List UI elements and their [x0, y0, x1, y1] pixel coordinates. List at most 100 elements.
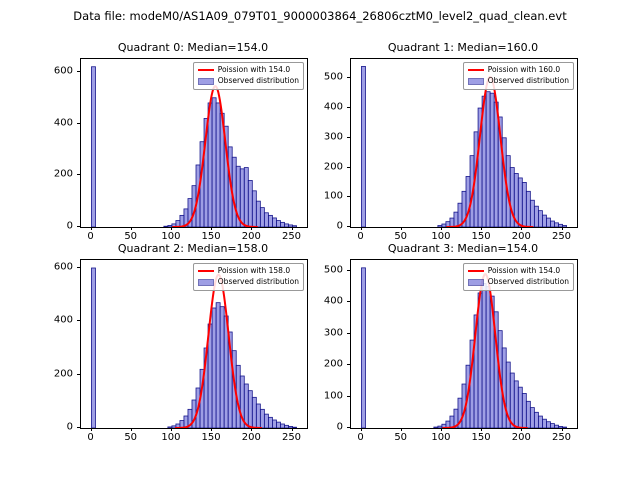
x-tick-mark [90, 428, 92, 431]
y-tick-label: 500 [323, 71, 343, 83]
legend-entry-poisson: Poission with 154.0 [197, 65, 299, 76]
x-tick-mark [521, 227, 523, 230]
x-tick-mark [561, 227, 563, 230]
observed-patch-swatch [467, 77, 484, 85]
subplot-quadrant-0: Quadrant 0: Median=154.0 Poission with 1… [54, 41, 308, 242]
histogram-bar [562, 426, 567, 428]
histogram-bar [533, 411, 539, 428]
histogram-bar [525, 400, 531, 428]
y-tick-label: 300 [323, 327, 343, 339]
y-tick-mark [77, 174, 80, 176]
x-tick-label: 200 [241, 432, 261, 443]
histogram-bar [292, 225, 297, 227]
subplot-title-quadrant-0: Quadrant 0: Median=154.0 [117, 41, 269, 54]
x-tick-mark [291, 227, 293, 230]
histogram-bar [215, 302, 221, 428]
poisson-line-swatch [197, 69, 214, 72]
x-tick-mark [251, 227, 253, 230]
y-tick-mark [347, 395, 350, 397]
y-tick-label: 300 [323, 131, 343, 143]
poisson-line-swatch [467, 69, 484, 72]
histogram-bar [489, 92, 495, 227]
histogram-bar [219, 306, 225, 428]
x-tick-label: 150 [201, 231, 221, 242]
x-tick-mark [440, 428, 442, 431]
y-tick-label: 0 [66, 421, 73, 433]
histogram-bar [542, 214, 547, 227]
histogram-bar [211, 307, 217, 428]
y-tick-label: 400 [323, 295, 343, 307]
histogram-bar [239, 168, 245, 227]
legend-quadrant-2: Poission with 158.0 Observed distributio… [192, 263, 304, 291]
y-tick-mark [347, 196, 350, 198]
histogram-svg-quadrant-3 [361, 267, 567, 428]
histogram-bar [453, 211, 459, 227]
y-tick-label: 200 [53, 168, 73, 180]
histogram-bar [284, 223, 289, 227]
x-tick-label: 200 [511, 231, 531, 242]
y-tick-mark [347, 364, 350, 366]
x-tick-label: 150 [201, 432, 221, 443]
poisson-line-swatch [197, 270, 214, 273]
legend-label-poisson: Poission with 160.0 [487, 65, 561, 74]
y-tick-mark [347, 107, 350, 109]
histogram-bar [481, 283, 487, 428]
y-tick-label: 0 [336, 421, 343, 433]
histogram-bar [529, 199, 535, 227]
x-tick-label: 250 [281, 432, 302, 443]
axes-quadrant-3: Poission with 154.0 Observed distributio… [350, 259, 578, 429]
y-tick-mark [77, 70, 80, 72]
histogram-bar [485, 286, 491, 428]
legend-entry-observed: Observed distribution [467, 76, 569, 87]
histogram-bar [259, 408, 265, 428]
histogram-bar [465, 176, 471, 227]
y-tick-mark [77, 267, 80, 268]
histogram-bar [513, 380, 519, 428]
x-tick-mark [291, 428, 293, 431]
histogram-bar [361, 267, 366, 428]
subplot-quadrant-2: Quadrant 2: Median=158.0 Poission with 1… [54, 242, 308, 443]
x-tick-label: 150 [471, 231, 491, 242]
x-tick-mark [400, 227, 402, 230]
histogram-bar [485, 91, 491, 227]
histogram-bar [251, 396, 257, 428]
histogram-bar [433, 426, 439, 428]
histogram-bar [272, 419, 277, 428]
histogram-bar [554, 222, 559, 227]
legend-entry-poisson: Poission with 158.0 [197, 266, 299, 277]
legend-entry-observed: Observed distribution [197, 76, 299, 87]
histogram-svg-quadrant-0 [91, 66, 297, 227]
x-tick-label: 100 [431, 432, 451, 443]
y-tick-label: 400 [53, 117, 73, 129]
y-tick-mark [347, 136, 350, 138]
histogram-bar [562, 225, 567, 227]
histogram-bar [284, 424, 289, 428]
y-tick-label: 400 [323, 101, 343, 113]
histogram-bar [163, 225, 169, 227]
y-tick-mark [77, 320, 80, 322]
histogram-bar [215, 102, 221, 227]
x-tick-label: 50 [124, 432, 138, 443]
x-tick-mark [251, 428, 253, 431]
subplot-title-quadrant-1: Quadrant 1: Median=160.0 [387, 41, 539, 54]
histogram-bar [529, 407, 535, 428]
histogram-bar [243, 167, 249, 227]
x-tick-label: 0 [357, 231, 364, 242]
histogram-bar [554, 424, 559, 428]
legend-entry-observed: Observed distribution [467, 277, 569, 288]
x-tick-mark [130, 227, 132, 230]
y-tick-label: 100 [323, 190, 343, 202]
subplot-title-quadrant-2: Quadrant 2: Median=158.0 [117, 242, 269, 255]
y-tick-mark [347, 427, 350, 428]
legend-entry-poisson: Poission with 154.0 [467, 266, 569, 277]
y-tick-mark [77, 373, 80, 375]
legend-label-poisson: Poission with 158.0 [217, 266, 291, 275]
x-tick-mark [400, 428, 402, 431]
x-tick-label: 100 [161, 432, 181, 443]
histogram-bar [441, 223, 447, 227]
x-tick-mark [170, 428, 172, 431]
x-tick-mark [130, 428, 132, 431]
subplot-quadrant-3: Quadrant 3: Median=154.0 Poission with 1… [324, 242, 578, 443]
y-tick-mark [347, 270, 350, 271]
